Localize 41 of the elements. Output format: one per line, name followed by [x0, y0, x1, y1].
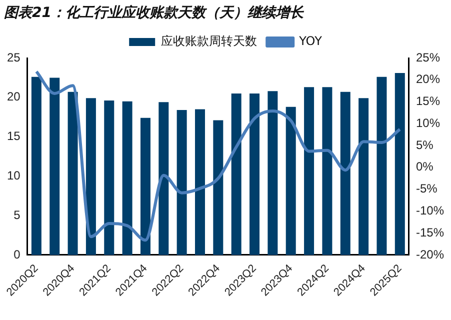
bar: [231, 93, 242, 255]
bar: [358, 98, 369, 255]
y-tick-label: 25: [6, 50, 21, 64]
line-series: [34, 70, 402, 242]
y2-tick-label: -10%: [416, 204, 444, 218]
bar: [322, 87, 332, 255]
bar: [340, 92, 350, 255]
y-tick-label: 10: [6, 168, 21, 183]
bar: [50, 78, 60, 255]
bar: [104, 100, 114, 255]
bar: [86, 98, 96, 255]
y2-tick-label: -5%: [416, 182, 438, 196]
y2-tick-label: 0%: [416, 160, 434, 174]
bar: [304, 87, 314, 255]
y-tick-label: 20: [6, 90, 21, 104]
bar: [140, 118, 150, 255]
bar: [31, 76, 42, 255]
y2-tick-label: 20%: [416, 72, 440, 86]
y2-tick-label: -20%: [416, 247, 444, 262]
bar: [194, 109, 205, 255]
y2-tick-label: 5%: [416, 138, 434, 152]
y-tick-label: 15: [6, 129, 21, 144]
bar: [268, 91, 278, 255]
bar: [376, 76, 387, 255]
y2-tick-label: 25%: [416, 50, 440, 64]
y2-tick-label: 10%: [416, 116, 440, 130]
bar: [176, 110, 187, 255]
legend-label: YOY: [298, 34, 323, 48]
y-tick-label: 5: [14, 208, 21, 222]
bar: [122, 101, 132, 255]
y2-tick-label: 15%: [416, 94, 440, 108]
y2-tick-label: -15%: [416, 225, 444, 240]
y-tick-label: 0: [14, 247, 21, 262]
bar: [68, 92, 78, 255]
legend-label: 应收账款周转天数: [161, 34, 258, 48]
bar: [286, 106, 296, 255]
chart-title: 图表21：化工行业应收账款天数（天）继续增长: [4, 4, 304, 22]
bar: [158, 102, 169, 255]
bar: [250, 93, 260, 255]
bar: [213, 120, 224, 255]
bar: [394, 72, 405, 255]
